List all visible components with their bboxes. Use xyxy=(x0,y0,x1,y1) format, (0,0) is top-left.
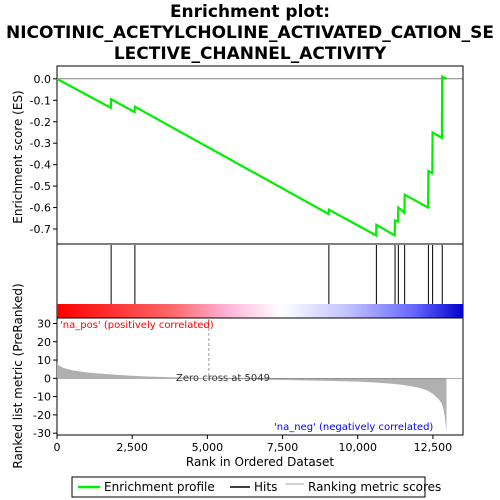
metric-y-tick-label: -20 xyxy=(33,409,51,422)
metric-x-axis: 0 2,500 5,000 7,500 10,000 12,500 xyxy=(54,435,453,454)
enrichment-profile-line xyxy=(56,74,448,238)
es-y-tick-label: 0.0 xyxy=(34,73,52,86)
es-y-tick-label: -0.5 xyxy=(30,180,51,193)
legend-label-enrichment: Enrichment profile xyxy=(104,480,215,494)
x-tick-label: 7,500 xyxy=(267,441,299,454)
chart-title: Enrichment plot: NICOTINIC_ACETYLCHOLINE… xyxy=(0,2,500,65)
x-axis-label: Rank in Ordered Dataset xyxy=(186,455,334,469)
metric-y-axis: 30 20 10 0 -10 -20 -30 xyxy=(33,317,57,440)
metric-y-tick-label: 0 xyxy=(44,372,51,385)
x-tick-label: 2,500 xyxy=(116,441,148,454)
ranked-color-bar xyxy=(57,304,463,318)
x-tick-label: 10,000 xyxy=(338,441,377,454)
x-tick-label: 0 xyxy=(54,441,61,454)
legend-label-ranking: Ranking metric scores xyxy=(308,480,441,494)
es-y-tick-label: -0.1 xyxy=(30,94,51,107)
metric-y-tick-label: 10 xyxy=(37,354,51,367)
es-y-tick-label: -0.4 xyxy=(30,159,51,172)
x-tick-label: 12,500 xyxy=(414,441,453,454)
metric-y-axis-label: Ranked list metric (PreRanked) xyxy=(11,283,25,468)
metric-y-tick-label: 30 xyxy=(37,317,51,330)
x-tick-label: 5,000 xyxy=(192,441,224,454)
es-y-tick-label: -0.3 xyxy=(30,137,51,150)
neg-correlated-label: 'na_neg' (negatively correlated) xyxy=(274,422,433,433)
title-line-2: NICOTINIC_ACETYLCHOLINE_ACTIVATED_CATION… xyxy=(5,23,495,43)
metric-y-tick-label: 20 xyxy=(37,336,51,349)
es-panel-frame xyxy=(56,65,464,245)
zero-cross-label: Zero cross at 5049 xyxy=(176,373,270,384)
es-y-axis: 0.0 -0.1 -0.2 -0.3 -0.4 -0.5 -0.6 -0.7 xyxy=(30,73,57,236)
ranking-metric-area xyxy=(57,362,447,432)
title-line-3: LECTIVE_CHANNEL_ACTIVITY xyxy=(113,44,387,64)
es-y-tick-label: -0.2 xyxy=(30,116,51,129)
hits-group xyxy=(110,245,443,304)
title-line-1: Enrichment plot: xyxy=(169,2,331,22)
es-y-tick-label: -0.6 xyxy=(30,202,51,215)
es-y-tick-label: -0.7 xyxy=(30,223,51,236)
legend-label-hits: Hits xyxy=(254,480,277,494)
metric-y-tick-label: -10 xyxy=(33,391,51,404)
es-y-axis-label: Enrichment score (ES) xyxy=(11,90,25,223)
metric-y-tick-label: -30 xyxy=(33,427,51,440)
pos-correlated-label: 'na_pos' (positively correlated) xyxy=(60,320,214,331)
